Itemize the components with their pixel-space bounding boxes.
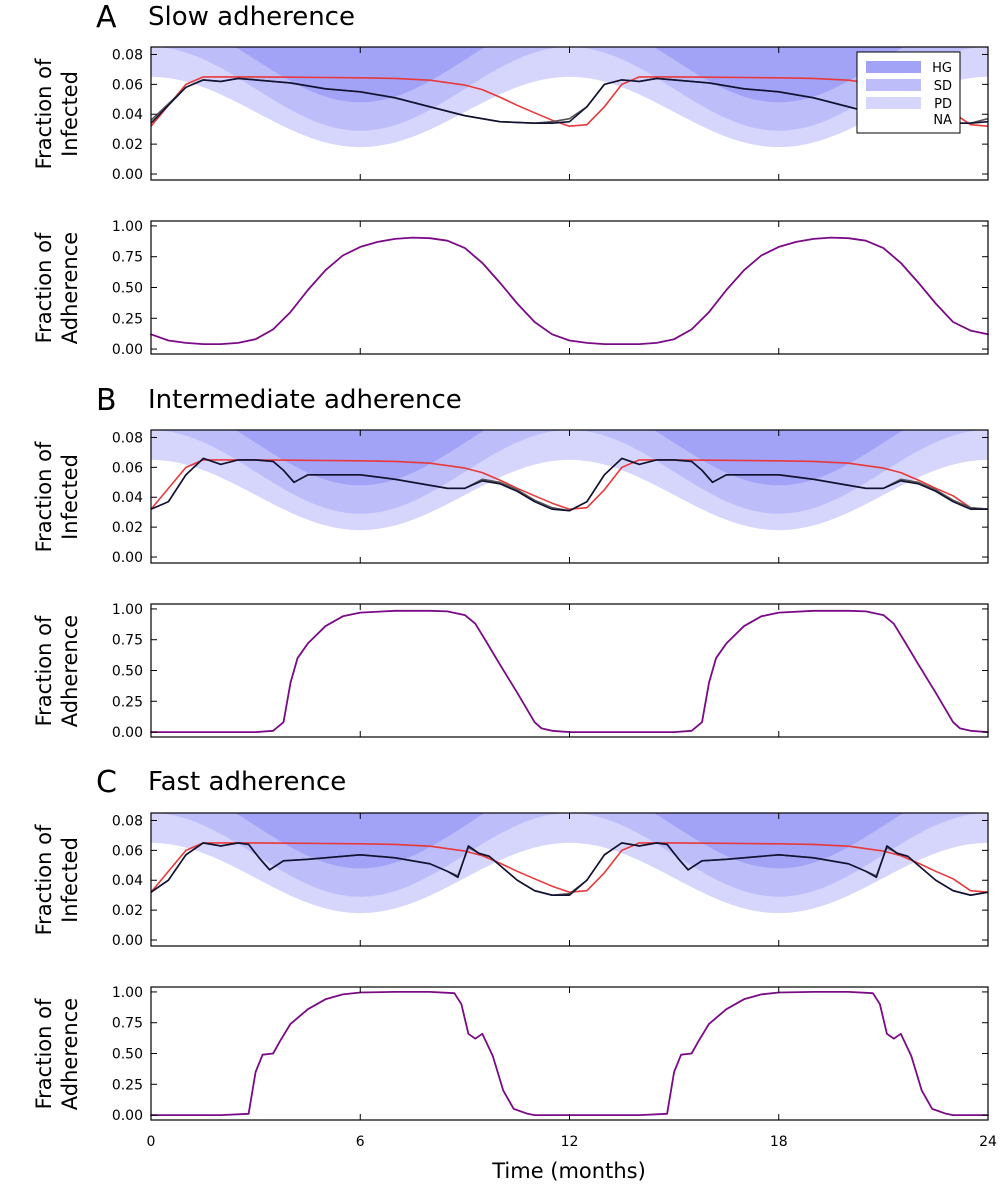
plot-infected-C: 0.00 0.02 0.04 0.06 0.08 Fraction of Infecte…: [32, 812, 989, 949]
ylabel-adherence-C-line2: Adherence: [58, 998, 82, 1110]
ytick-label-C-infected-3: 0.06: [112, 843, 143, 859]
band-HG-C-infected: [235, 813, 904, 869]
series-black-C-infected: [151, 842, 988, 896]
ytick-label-A-infected-0: 0.00: [112, 167, 143, 183]
x-tick-labels: 0 6 12 18 24: [147, 1134, 997, 1150]
ylabel-infected-B-line2: Infected: [58, 454, 82, 540]
ylabel-adherence-A-line2: Adherence: [58, 232, 82, 344]
lines-adherence-C: [150, 991, 989, 1116]
x-tick-label-1: 6: [356, 1134, 365, 1150]
ticks-adherence-A: 0.00 0.25 0.50 0.75 1.00: [112, 219, 989, 358]
ticks-infected-B: 0.00 0.02 0.04 0.06 0.08: [112, 430, 989, 566]
x-tick-label-2: 12: [561, 1134, 579, 1150]
legend-label-PD: PD: [934, 97, 952, 112]
ylabel-adherence-C-line1: Fraction of: [32, 998, 56, 1109]
ytick-label-C-adherence-3: 0.75: [112, 1016, 143, 1032]
plot-adherence-B: 0.00 0.25 0.50 0.75 1.00 Fraction of Adheren…: [32, 602, 989, 741]
bands-infected-C: [151, 813, 988, 914]
ytick-label-C-adherence-0: 0.00: [112, 1108, 143, 1124]
panel-title-A: Slow adherence: [148, 2, 355, 32]
plot-infected-A: 0.00 0.02 0.04 0.06 0.08 Fraction of Infecte…: [32, 46, 989, 183]
ytick-label-B-adherence-3: 0.75: [112, 633, 143, 649]
legend-swatch-SD: [866, 79, 921, 91]
series-black-A-infected: [151, 77, 988, 124]
panel-letter-A: A: [96, 0, 117, 35]
ytick-label-C-infected-0: 0.00: [112, 933, 143, 949]
bands-infected-A: [151, 47, 988, 148]
x-tick-label-4: 24: [979, 1134, 997, 1150]
ytick-label-B-adherence-4: 1.00: [112, 602, 143, 618]
ylabel-adherence-B-line1: Fraction of: [32, 615, 56, 726]
lines-infected-B: [151, 457, 988, 512]
ytick-label-B-infected-3: 0.06: [112, 460, 143, 476]
ytick-label-A-adherence-1: 0.25: [112, 311, 143, 327]
series-red-B-infected: [151, 459, 988, 510]
ytick-label-B-adherence-2: 0.50: [112, 664, 143, 680]
legend-label-NA: NA: [933, 113, 952, 128]
ytick-label-A-infected-3: 0.06: [112, 77, 143, 93]
ytick-label-B-adherence-0: 0.00: [112, 725, 143, 741]
legend: HG SD PD NA: [856, 51, 961, 134]
ytick-label-B-infected-1: 0.02: [112, 520, 143, 536]
ylabel-infected-C-line2: Infected: [58, 837, 82, 923]
series-red-C-infected: [151, 842, 988, 893]
panel-title-B: Intermediate adherence: [148, 385, 462, 415]
legend-swatch-PD: [866, 97, 921, 109]
ytick-label-A-infected-1: 0.02: [112, 137, 143, 153]
ytick-label-B-infected-4: 0.08: [112, 430, 143, 446]
ytick-label-C-adherence-1: 0.25: [112, 1077, 143, 1093]
axes-frame-adherence-B: [150, 603, 989, 738]
lines-infected-C: [151, 842, 988, 896]
plot-infected-B: 0.00 0.02 0.04 0.06 0.08 Fraction of Infecte…: [32, 429, 989, 566]
legend-label-HG: HG: [932, 61, 952, 76]
series-purple-A-adherence: [150, 236, 989, 345]
ylabel-infected-A-line1: Fraction of: [32, 58, 56, 169]
axes-frame-adherence-C: [150, 986, 989, 1121]
ytick-label-C-infected-2: 0.04: [112, 873, 143, 889]
ytick-label-C-adherence-4: 1.00: [112, 985, 143, 1001]
legend-label-SD: SD: [934, 79, 952, 94]
ticks-adherence-C: 0.00 0.25 0.50 0.75 1.00: [112, 985, 989, 1124]
band-HG-A-infected: [235, 47, 904, 103]
ytick-label-C-infected-4: 0.08: [112, 813, 143, 829]
band-HG-B-infected: [235, 430, 904, 486]
legend-swatch-HG: [866, 61, 921, 73]
lines-adherence-B: [150, 609, 989, 733]
ytick-label-A-infected-2: 0.04: [112, 107, 143, 123]
ticks-adherence-B: 0.00 0.25 0.50 0.75 1.00: [112, 602, 989, 741]
lines-adherence-A: [150, 236, 989, 345]
series-black-B-infected: [151, 457, 988, 512]
ylabel-infected-C-line1: Fraction of: [32, 824, 56, 935]
plot-adherence-A: 0.00 0.25 0.50 0.75 1.00 Fraction of Adheren…: [32, 219, 989, 358]
x-tick-label-3: 18: [770, 1134, 788, 1150]
ytick-label-A-adherence-3: 0.75: [112, 250, 143, 266]
ylabel-infected-B-line1: Fraction of: [32, 441, 56, 552]
panel-letter-B: B: [96, 383, 117, 418]
plot-adherence-C: 0.00 0.25 0.50 0.75 1.00 Fraction of Adheren…: [32, 985, 989, 1124]
ytick-label-C-adherence-2: 0.50: [112, 1047, 143, 1063]
ticks-infected-A: 0.00 0.02 0.04 0.06 0.08: [112, 47, 989, 183]
ytick-label-A-adherence-4: 1.00: [112, 219, 143, 235]
x-tick-label-0: 0: [147, 1134, 156, 1150]
ylabel-infected-A-line2: Infected: [58, 71, 82, 157]
ytick-label-B-infected-0: 0.00: [112, 550, 143, 566]
ticks-infected-C: 0.00 0.02 0.04 0.06 0.08: [112, 813, 989, 949]
series-purple-C-adherence: [150, 991, 989, 1116]
panel-letter-C: C: [96, 765, 117, 800]
ylabel-adherence-A-line1: Fraction of: [32, 232, 56, 343]
ytick-label-B-adherence-1: 0.25: [112, 694, 143, 710]
ytick-label-A-adherence-2: 0.50: [112, 281, 143, 297]
ytick-label-A-adherence-0: 0.00: [112, 342, 143, 358]
bands-infected-B: [151, 430, 988, 531]
series-purple-B-adherence: [150, 609, 989, 733]
ytick-label-A-infected-4: 0.08: [112, 47, 143, 63]
ytick-label-C-infected-1: 0.02: [112, 903, 143, 919]
x-axis-label: Time (months): [491, 1159, 646, 1183]
ytick-label-B-infected-2: 0.04: [112, 490, 143, 506]
panel-title-C: Fast adherence: [148, 767, 346, 797]
ylabel-adherence-B-line2: Adherence: [58, 615, 82, 727]
